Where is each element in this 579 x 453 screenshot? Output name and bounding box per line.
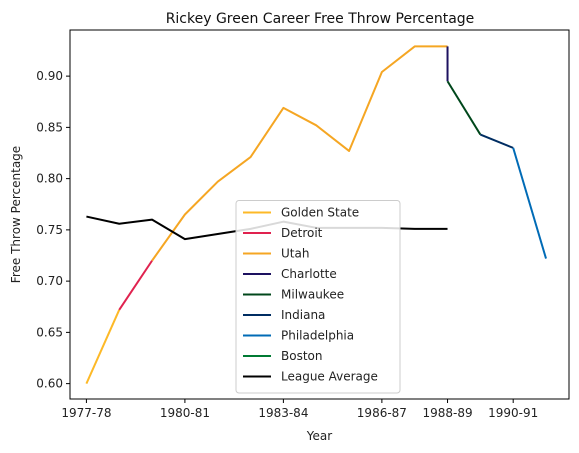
- legend-entry: Boston: [281, 349, 322, 363]
- y-tick-label: 0.65: [36, 325, 63, 339]
- y-tick-label: 0.70: [36, 274, 63, 288]
- y-axis-label: Free Throw Percentage: [9, 146, 23, 283]
- x-axis-label: Year: [306, 429, 332, 443]
- x-axis: 1977-78 1980-81 1983-84 1986-87 1988-89 1990-…: [61, 399, 538, 420]
- y-axis: 0.60 0.65 0.70 0.75 0.80 0.85 0.90: [36, 69, 70, 391]
- x-tick-label: 1983-84: [258, 406, 308, 420]
- legend-entry: Milwaukee: [281, 288, 344, 302]
- series-line-5: [479, 133, 514, 149]
- legend-entry: Indiana: [281, 308, 325, 322]
- plot-frame: [69, 29, 570, 400]
- x-tick-label: 1977-78: [61, 406, 111, 420]
- x-tick-label: 1980-81: [160, 406, 210, 420]
- chart-title: Rickey Green Career Free Throw Percentag…: [166, 11, 475, 27]
- legend-entry: League Average: [281, 370, 378, 384]
- series-line-0: [85, 309, 121, 385]
- series-line-4: [446, 80, 482, 136]
- legend-entry: Utah: [281, 247, 309, 261]
- legend-entry: Golden State: [281, 206, 359, 220]
- x-tick-label: 1990-91: [488, 406, 538, 420]
- x-tick-label: 1988-89: [422, 406, 472, 420]
- legend-entry: Detroit: [281, 226, 323, 240]
- x-tick-label: 1986-87: [357, 406, 407, 420]
- y-tick-label: 0.75: [36, 223, 63, 237]
- y-tick-label: 0.80: [36, 172, 63, 186]
- legend-entry: Charlotte: [281, 267, 337, 281]
- legend: Golden State Detroit Utah Charlotte Milwauke…: [235, 200, 401, 394]
- y-tick-label: 0.85: [36, 120, 63, 134]
- y-tick-label: 0.60: [36, 377, 63, 391]
- series-line-1: [118, 260, 153, 311]
- series-line-2: [151, 45, 448, 262]
- legend-box: [235, 200, 401, 394]
- series-line-6: [512, 147, 547, 259]
- legend-entry: Philadelphia: [281, 329, 354, 343]
- y-tick-label: 0.90: [36, 69, 63, 83]
